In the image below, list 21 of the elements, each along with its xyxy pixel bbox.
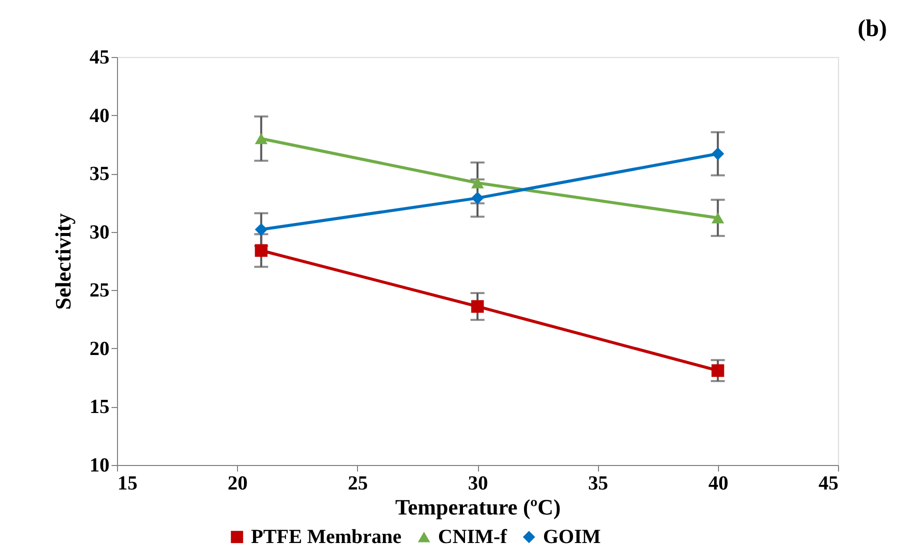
x-tick-label: 35	[588, 472, 608, 494]
legend-label: PTFE Membrane	[251, 526, 402, 548]
x-tick-label: 40	[708, 472, 728, 494]
y-tick-label: 35	[90, 163, 110, 186]
x-tick-label: 20	[228, 472, 248, 494]
y-tick-label: 40	[90, 104, 110, 127]
x-tick-label: 25	[348, 472, 368, 494]
y-tick-label: 20	[90, 338, 110, 360]
x-tick-label: 15	[118, 472, 138, 494]
y-tick-label: 30	[90, 221, 110, 244]
y-axis-title: Selectivity	[50, 213, 76, 310]
text: (b)	[858, 16, 887, 42]
y-tick-label: 10	[90, 454, 110, 476]
y-tick-label: 45	[90, 46, 110, 68]
y-tick-label: 15	[90, 396, 110, 418]
x-tick-label: 45	[818, 472, 838, 494]
x-axis-title: Temperature (ºC)	[395, 494, 561, 520]
x-tick-label: 30	[468, 472, 488, 494]
y-tick-label: 25	[90, 280, 110, 302]
legend-label: CNIM-f	[438, 526, 508, 548]
legend-label: GOIM	[543, 526, 601, 548]
